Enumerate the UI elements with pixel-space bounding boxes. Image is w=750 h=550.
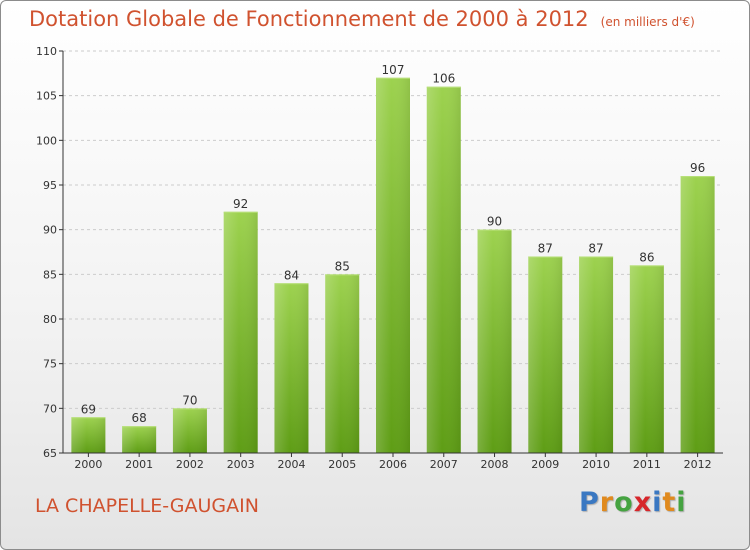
logo-letter: t	[662, 487, 677, 518]
y-tick-label: 95	[43, 179, 57, 192]
y-tick-label: 75	[43, 358, 57, 371]
data-label-2008: 90	[487, 215, 502, 229]
data-label-2009: 87	[538, 241, 553, 255]
bar-shine-2000	[71, 417, 106, 453]
y-tick-label: 100	[36, 134, 57, 147]
bar-shine-2010	[579, 256, 614, 453]
x-tick-label-2005: 2005	[328, 458, 356, 471]
x-tick-label-2004: 2004	[277, 458, 305, 471]
x-tick-label-2012: 2012	[684, 458, 712, 471]
chart-title-block: Dotation Globale de Fonctionnement de 20…	[29, 7, 695, 31]
bar-shine-2001	[122, 426, 157, 453]
bar-shine-2006	[376, 77, 410, 454]
logo-letter: i	[652, 487, 663, 518]
x-tick-label-2009: 2009	[531, 458, 559, 471]
y-tick-label: 105	[36, 90, 57, 103]
label-layer: 65 70 75 80 85 90 95 100 105 110 69 2000 68 2001 70 200…	[36, 45, 712, 471]
logo-letter: r	[599, 487, 615, 518]
logo-letter: i	[676, 487, 687, 518]
bar-shine-2002	[172, 408, 207, 453]
y-tick-label: 110	[36, 45, 57, 58]
axis-layer	[59, 50, 723, 457]
data-label-2000: 69	[81, 402, 96, 416]
logo-letter: P	[579, 487, 600, 518]
proxiti-logo[interactable]: Proxiti	[579, 487, 687, 518]
commune-name: LA CHAPELLE-GAUGAIN	[35, 495, 259, 517]
x-tick-label-2007: 2007	[430, 458, 458, 471]
y-tick-label: 85	[43, 268, 57, 281]
bar-shine-2003	[223, 211, 258, 453]
data-label-2006: 107	[382, 63, 405, 77]
y-tick-label: 70	[43, 402, 57, 415]
logo-letter: o	[614, 487, 634, 518]
x-tick-label-2008: 2008	[481, 458, 509, 471]
bar-shine-2012	[680, 176, 715, 454]
data-label-2004: 84	[284, 268, 299, 282]
chart-unit: (en milliers d'€)	[600, 15, 695, 29]
x-tick-label-2003: 2003	[227, 458, 255, 471]
logo-letter: x	[633, 487, 653, 518]
data-label-2007: 106	[432, 72, 455, 86]
x-tick-label-2006: 2006	[379, 458, 407, 471]
data-label-2003: 92	[233, 197, 248, 211]
bar-layer	[71, 77, 715, 454]
y-tick-label: 80	[43, 313, 57, 326]
bar-shine-2011	[629, 265, 664, 453]
y-tick-label: 65	[43, 447, 57, 460]
y-tick-label: 90	[43, 224, 57, 237]
bar-shine-2008	[477, 229, 512, 453]
x-tick-label-2001: 2001	[125, 458, 153, 471]
bar-shine-2005	[325, 274, 360, 453]
bar-shine-2007	[426, 86, 461, 453]
x-tick-label-2010: 2010	[582, 458, 610, 471]
x-tick-label-2000: 2000	[74, 458, 102, 471]
data-label-2011: 86	[639, 250, 654, 264]
bar-shine-2009	[528, 256, 563, 453]
data-label-2005: 85	[335, 259, 350, 273]
x-tick-label-2011: 2011	[633, 458, 661, 471]
chart-title: Dotation Globale de Fonctionnement de 20…	[29, 7, 589, 31]
x-tick-label-2002: 2002	[176, 458, 204, 471]
data-label-2012: 96	[690, 161, 705, 175]
bar-shine-2004	[274, 283, 309, 453]
data-label-2010: 87	[588, 241, 603, 255]
data-label-2001: 68	[132, 411, 147, 425]
data-label-2002: 70	[182, 393, 197, 407]
